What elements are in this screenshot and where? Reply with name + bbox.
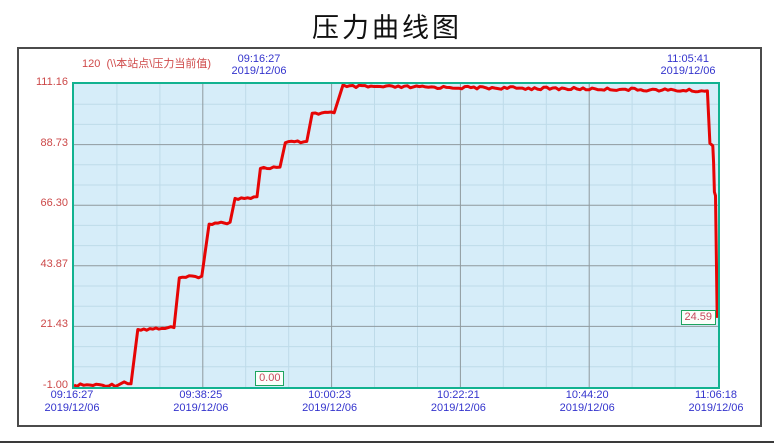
pen-label: 120 (\\本站点\压力当前值) bbox=[82, 55, 211, 71]
y-axis-label: 88.73 bbox=[40, 136, 68, 149]
bottom-divider bbox=[0, 441, 774, 443]
value-marker: 24.59 bbox=[680, 310, 717, 326]
y-axis-label: 66.30 bbox=[40, 197, 68, 210]
y-axis-label: -1.00 bbox=[42, 379, 68, 391]
y-axis-label: 21.43 bbox=[40, 318, 68, 331]
x-axis-tick: 11:06:18 2019/12/06 bbox=[666, 389, 766, 414]
y-axis-label: 43.87 bbox=[40, 257, 68, 270]
x-tick-date: 2019/12/06 bbox=[688, 401, 744, 414]
cursor-time: 09:16:27 bbox=[237, 53, 281, 65]
page-title: 压力曲线图 bbox=[312, 13, 462, 44]
pen-name-label: (\\本站点\压力当前值) bbox=[106, 58, 211, 70]
pen-scale-label: 120 bbox=[82, 58, 101, 70]
end-date: 2019/12/06 bbox=[660, 65, 716, 77]
x-tick-date: 2019/12/06 bbox=[302, 401, 358, 414]
x-axis-tick: 10:00:23 2019/12/06 bbox=[280, 389, 380, 414]
x-tick-date: 2019/12/06 bbox=[173, 401, 229, 414]
x-tick-time: 09:16:27 bbox=[50, 389, 94, 401]
x-tick-date: 2019/12/06 bbox=[44, 401, 100, 414]
plot-area[interactable]: 0.00 24.59 bbox=[72, 82, 720, 389]
end-time: 11:05:41 bbox=[666, 53, 709, 65]
pressure-curve bbox=[74, 84, 718, 387]
x-tick-time: 11:06:18 bbox=[694, 389, 737, 401]
end-time-block: 11:05:41 2019/12/06 bbox=[652, 53, 724, 77]
cursor-time-block: 09:16:27 2019/12/06 bbox=[199, 53, 319, 77]
x-axis-tick: 10:22:21 2019/12/06 bbox=[408, 389, 508, 414]
x-tick-time: 10:22:21 bbox=[436, 389, 480, 401]
x-tick-date: 2019/12/06 bbox=[559, 401, 615, 414]
chart-svg bbox=[74, 84, 718, 387]
x-axis-tick: 10:44:20 2019/12/06 bbox=[537, 389, 637, 414]
x-tick-time: 09:38:25 bbox=[179, 389, 223, 401]
trend-panel: 120 (\\本站点\压力当前值) 09:16:27 2019/12/06 11… bbox=[17, 47, 762, 427]
cursor-date: 2019/12/06 bbox=[231, 65, 287, 77]
x-tick-date: 2019/12/06 bbox=[430, 401, 486, 414]
x-tick-time: 10:44:20 bbox=[565, 389, 609, 401]
y-axis-label: 111.16 bbox=[35, 76, 68, 88]
x-axis-tick: 09:38:25 2019/12/06 bbox=[151, 389, 251, 414]
x-tick-time: 10:00:23 bbox=[308, 389, 351, 401]
value-marker: 0.00 bbox=[255, 371, 285, 386]
x-axis-tick: 09:16:27 2019/12/06 bbox=[22, 389, 122, 414]
